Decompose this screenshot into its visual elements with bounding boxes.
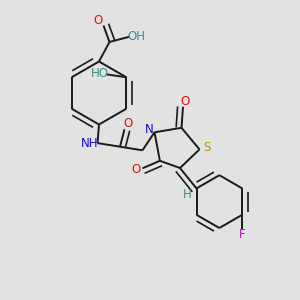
Text: O: O [131,163,140,176]
Text: N: N [145,123,154,136]
Text: OH: OH [128,29,146,43]
Text: HO: HO [91,67,109,80]
Text: NH: NH [81,136,98,150]
Text: O: O [94,14,103,27]
Text: O: O [124,117,133,130]
Text: H: H [182,188,191,202]
Text: O: O [181,95,190,108]
Text: S: S [203,141,210,154]
Text: F: F [239,228,245,241]
